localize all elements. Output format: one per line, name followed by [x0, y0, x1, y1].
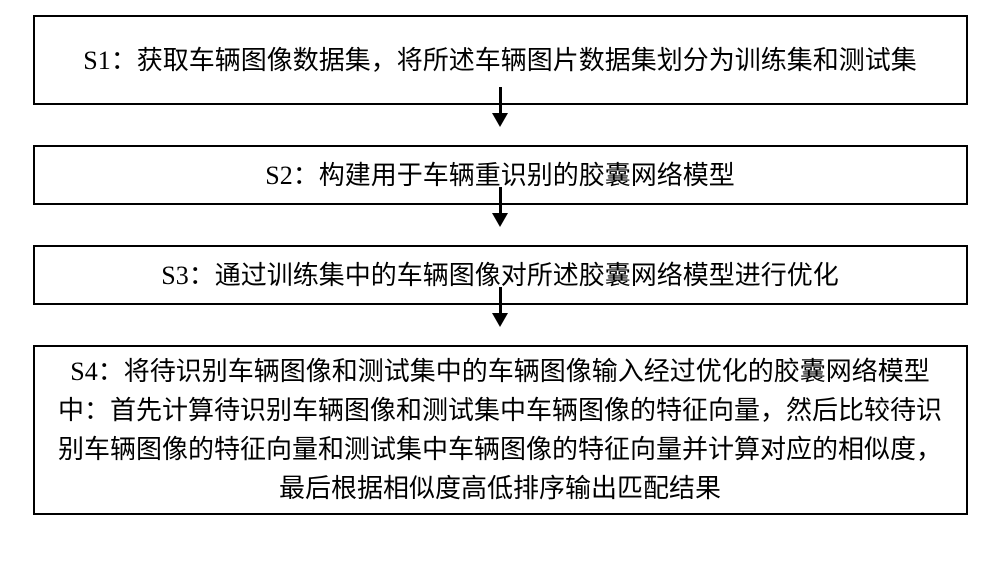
flow-step-s4-label: S4：将待识别车辆图像和测试集中的车辆图像输入经过优化的胶囊网络模型中：首先计算… — [55, 352, 946, 508]
flow-step-s4: S4：将待识别车辆图像和测试集中的车辆图像输入经过优化的胶囊网络模型中：首先计算… — [33, 345, 968, 515]
flowchart-container: S1：获取车辆图像数据集，将所述车辆图片数据集划分为训练集和测试集 S2：构建用… — [30, 15, 970, 515]
flow-step-s1-label: S1：获取车辆图像数据集，将所述车辆图片数据集划分为训练集和测试集 — [83, 41, 916, 80]
